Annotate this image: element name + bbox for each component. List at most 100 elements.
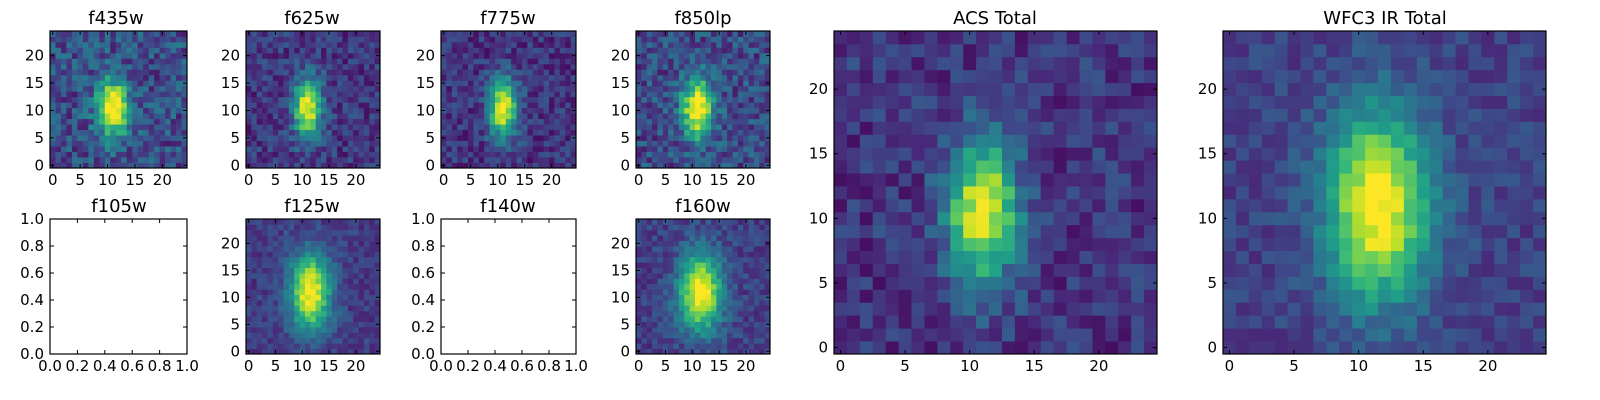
heatmap-cell (1001, 211, 1016, 226)
y-tick-label: 0.0 (20, 345, 44, 363)
heatmap-cell (143, 31, 150, 37)
heatmap-cell (846, 328, 861, 342)
heatmap-cell (132, 157, 139, 163)
heatmap-cell (1429, 237, 1444, 252)
heatmap-cell (711, 31, 717, 37)
y-tick-label: 15 (809, 145, 828, 163)
heatmap-cell (1378, 289, 1392, 303)
heatmap-cell (689, 343, 696, 349)
heatmap-cell (732, 118, 739, 125)
heatmap-cell (99, 157, 106, 163)
heatmap-cell (159, 85, 166, 92)
heatmap-cell (99, 63, 106, 70)
heatmap-cell (859, 121, 874, 135)
heatmap-cell (565, 36, 571, 43)
heatmap-cell (342, 235, 349, 241)
heatmap-cell (885, 147, 899, 161)
heatmap-cell (689, 246, 696, 252)
heatmap-cell (310, 36, 317, 43)
heatmap-cell (636, 129, 642, 136)
heatmap-cell (711, 74, 717, 81)
heatmap-cell (143, 47, 150, 54)
heatmap-cell (911, 328, 925, 342)
heatmap-cell (1248, 224, 1263, 239)
heatmap-cell (363, 348, 370, 355)
heatmap-cell (159, 118, 166, 125)
heatmap-cell (294, 273, 300, 279)
heatmap-cell (110, 31, 117, 37)
heatmap-cell (636, 224, 642, 231)
heatmap-cell (121, 151, 128, 158)
heatmap-cell (358, 36, 365, 43)
heatmap-cell (743, 91, 749, 98)
heatmap-cell (294, 113, 300, 120)
heatmap-cell (283, 96, 290, 103)
heatmap-cell (342, 305, 349, 312)
heatmap-cell (457, 102, 463, 109)
heatmap-cell (246, 157, 252, 163)
heatmap-cell (347, 240, 354, 247)
heatmap-cell (310, 310, 317, 317)
heatmap-cell (684, 31, 690, 37)
heatmap-cell (1248, 289, 1263, 303)
heatmap-cell (1105, 82, 1119, 96)
heatmap-cell (315, 224, 322, 231)
heatmap-cell (50, 113, 56, 120)
heatmap-cell (721, 337, 728, 344)
heatmap-cell (363, 129, 370, 136)
heatmap-cell (1014, 328, 1029, 342)
heatmap-cell (705, 31, 712, 37)
heatmap-cell (543, 63, 550, 70)
heatmap-cell (246, 251, 252, 258)
heatmap-cell (441, 151, 447, 158)
heatmap-cell (363, 337, 370, 344)
heatmap-cell (110, 146, 117, 152)
heatmap-cell (374, 74, 381, 81)
heatmap-cell (748, 129, 755, 136)
heatmap-cell (1533, 211, 1547, 226)
heatmap-cell (872, 328, 887, 342)
heatmap-cell (1040, 237, 1055, 252)
heatmap-cell (705, 151, 712, 158)
heatmap-cell (358, 310, 365, 317)
heatmap-cell (1066, 341, 1080, 355)
heatmap-cell (82, 113, 89, 120)
heatmap-cell (716, 74, 723, 81)
heatmap-cell (283, 310, 290, 317)
heatmap-cell (451, 31, 458, 37)
heatmap-cell (256, 69, 263, 76)
heatmap-cell (278, 278, 284, 285)
heatmap-cell (353, 316, 359, 322)
heatmap-cell (743, 240, 749, 247)
heatmap-cell (1066, 302, 1080, 316)
heatmap-cell (727, 321, 733, 328)
heatmap-cell (262, 332, 268, 339)
heatmap-cell (446, 118, 453, 125)
heatmap-cell (278, 85, 284, 92)
heatmap-cell (1494, 328, 1508, 342)
heatmap-cell (462, 74, 469, 81)
heatmap-cell (462, 135, 469, 141)
heatmap-cell (538, 157, 544, 163)
heatmap-cell (689, 118, 696, 125)
x-tick-label: 15 (1025, 357, 1044, 375)
heatmap-cell (668, 305, 674, 312)
heatmap-cell (727, 113, 733, 120)
heatmap-cell (554, 129, 561, 136)
heatmap-cell (71, 140, 78, 147)
heatmap-cell (759, 337, 766, 344)
heatmap-cell (126, 47, 133, 54)
heatmap-cell (963, 341, 977, 355)
heatmap-cell (668, 91, 674, 98)
heatmap-cell (743, 74, 749, 81)
heatmap-cell (694, 85, 701, 92)
heatmap-cell (82, 47, 89, 54)
heatmap-cell (1001, 237, 1016, 252)
heatmap-cell (737, 74, 744, 81)
heatmap-cell (732, 41, 739, 48)
heatmap-cell (662, 146, 669, 152)
heatmap-cell (71, 146, 78, 152)
heatmap-cell (636, 58, 642, 65)
heatmap-cell (1079, 82, 1093, 96)
